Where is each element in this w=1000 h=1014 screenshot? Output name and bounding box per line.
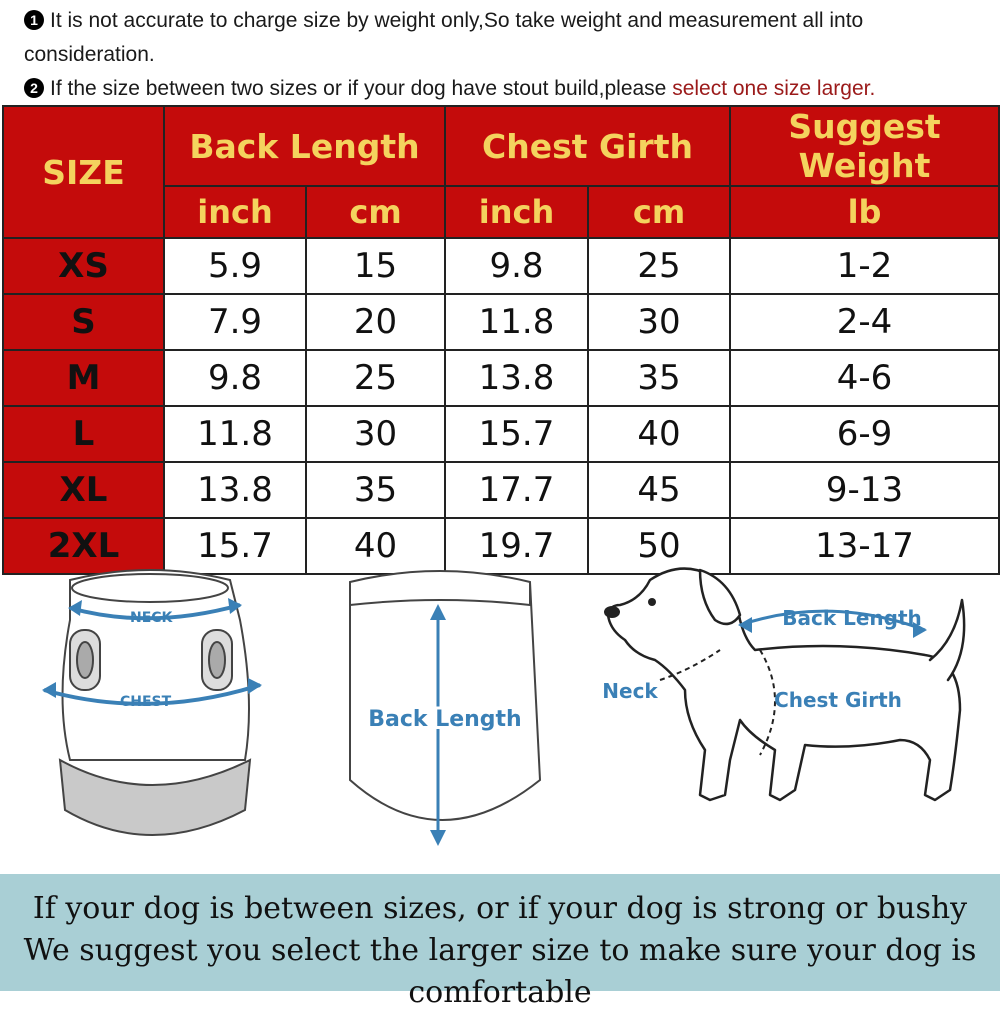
chest-girth-cm-cell: 40 bbox=[586, 405, 732, 463]
chest-girth-inch-cell: 9.8 bbox=[444, 237, 589, 295]
table-row: L 11.8 30 15.7 40 6-9 bbox=[2, 405, 1000, 463]
size-cell: XL bbox=[2, 461, 165, 519]
chest-girth-inch-cell: 11.8 bbox=[444, 293, 589, 351]
back-length-dog-arrowhead-left bbox=[738, 617, 752, 633]
note-2-text: If the size between two sizes or if your… bbox=[50, 77, 673, 100]
dog-illustration bbox=[606, 567, 966, 802]
back-length-header: Back Length bbox=[163, 105, 446, 187]
size-cell: 2XL bbox=[2, 517, 165, 575]
chest-girth-inch-cell: 19.7 bbox=[444, 517, 589, 575]
weight-cell: 13-17 bbox=[729, 517, 1000, 575]
chest-girth-inch-cell: 15.7 bbox=[444, 405, 589, 463]
dog-neck-label: Neck bbox=[602, 679, 658, 703]
table-units-row: inch cm inch cm lb bbox=[3, 185, 1000, 239]
footer-line-2: We suggest you select the larger size to… bbox=[23, 933, 977, 1010]
chest-arrow bbox=[43, 683, 261, 706]
back-length-dog-arrow bbox=[739, 609, 926, 632]
tank-collar bbox=[349, 582, 531, 607]
back-length-inch-cell: 9.8 bbox=[163, 349, 307, 407]
note-2-highlight: select one size larger. bbox=[672, 77, 876, 100]
neck-arrowhead-right bbox=[228, 598, 242, 614]
chest-girth-header: Chest Girth bbox=[443, 105, 732, 187]
neck-arrow bbox=[69, 603, 241, 621]
number-1-badge: 1 bbox=[24, 10, 44, 30]
suggest-weight-header: Suggest Weight bbox=[729, 105, 1000, 187]
back-length-inch-cell: 11.8 bbox=[163, 405, 307, 463]
chest-girth-cm-cell: 45 bbox=[586, 461, 732, 519]
chest-arrowhead-left bbox=[42, 682, 56, 698]
table-row: XS 5.9 15 9.8 25 1-2 bbox=[2, 237, 1000, 295]
back-length-cm-cell: 30 bbox=[305, 405, 446, 463]
back-length-cm-cell: 40 bbox=[305, 517, 446, 575]
size-cell: M bbox=[2, 349, 165, 407]
chest-girth-inch-cell: 17.7 bbox=[444, 461, 589, 519]
size-chart-table: SIZE Back Length Chest Girth Suggest Wei… bbox=[2, 105, 1000, 575]
table-row: S 7.9 20 11.8 30 2-4 bbox=[2, 293, 1000, 351]
note-1-text: It is not accurate to charge size by wei… bbox=[50, 9, 864, 32]
back-length-cm-unit: cm bbox=[305, 185, 446, 239]
chest-girth-cm-cell: 25 bbox=[586, 237, 732, 295]
table-row: M 9.8 25 13.8 35 4-6 bbox=[2, 349, 1000, 407]
back-length-inch-unit: inch bbox=[163, 185, 307, 239]
weight-cell: 1-2 bbox=[729, 237, 1000, 295]
vest-back-length-diagram: Back Length bbox=[349, 570, 542, 846]
back-length-inch-cell: 15.7 bbox=[163, 517, 307, 575]
chest-girth-measure-line bbox=[759, 649, 776, 756]
footer-banner: If your dog is between sizes, or if your… bbox=[0, 874, 1000, 1010]
vest-neck-chest-diagram: NECK CHEST bbox=[42, 569, 262, 836]
number-2-badge: 2 bbox=[24, 78, 44, 98]
back-length-cm-cell: 35 bbox=[305, 461, 446, 519]
back-length-inch-cell: 7.9 bbox=[163, 293, 307, 351]
size-cell: S bbox=[2, 293, 165, 351]
note-1-continuation: consideration. bbox=[24, 43, 155, 66]
note-1: 1 It is not accurate to charge size by we… bbox=[24, 4, 984, 38]
table-row: 2XL 15.7 40 19.7 50 13-17 bbox=[2, 517, 1000, 575]
back-length-arrowhead-bottom bbox=[430, 830, 446, 846]
table-row: XL 13.8 35 17.7 45 9-13 bbox=[2, 461, 1000, 519]
note-2: 2 If the size between two sizes or if you… bbox=[24, 72, 984, 106]
neck-label: NECK bbox=[130, 610, 174, 626]
weight-cell: 2-4 bbox=[729, 293, 1000, 351]
chest-girth-cm-cell: 35 bbox=[586, 349, 732, 407]
table-header-row: SIZE Back Length Chest Girth Suggest Wei… bbox=[2, 105, 1000, 239]
size-notes: 1 It is not accurate to charge size by we… bbox=[24, 4, 984, 106]
back-length-inch-cell: 5.9 bbox=[163, 237, 307, 295]
size-cell: XS bbox=[2, 237, 165, 295]
weight-lb-unit: lb bbox=[729, 185, 1000, 239]
chest-girth-inch-cell: 13.8 bbox=[444, 349, 589, 407]
back-length-label: Back Length bbox=[368, 707, 521, 732]
back-length-arrowhead-top bbox=[430, 604, 446, 620]
chest-label: CHEST bbox=[120, 694, 172, 710]
dog-eye bbox=[648, 598, 656, 606]
back-length-cm-cell: 15 bbox=[305, 237, 446, 295]
back-length-cm-cell: 20 bbox=[305, 293, 446, 351]
chest-girth-cm-cell: 30 bbox=[586, 293, 732, 351]
chest-girth-cm-cell: 50 bbox=[586, 517, 732, 575]
weight-cell: 9-13 bbox=[729, 461, 1000, 519]
weight-cell: 4-6 bbox=[729, 349, 1000, 407]
dog-measurement-diagram: Back Length Neck Chest Girth bbox=[602, 567, 966, 802]
vest-bottom-panel bbox=[58, 758, 252, 836]
tank-outline bbox=[349, 570, 542, 821]
chest-arrowhead-right bbox=[248, 678, 262, 694]
dog-chest-girth-label: Chest Girth bbox=[774, 688, 902, 712]
size-cell: L bbox=[2, 405, 165, 463]
back-length-dog-arrowhead-right bbox=[913, 622, 927, 638]
right-leg-hole-inner bbox=[208, 641, 226, 679]
chest-girth-inch-unit: inch bbox=[444, 185, 589, 239]
back-length-cm-cell: 25 bbox=[305, 349, 446, 407]
back-length-inch-cell: 13.8 bbox=[163, 461, 307, 519]
dog-nose bbox=[604, 606, 620, 618]
left-leg-hole-inner bbox=[76, 641, 94, 679]
footer-line-1: If your dog is between sizes, or if your… bbox=[32, 891, 968, 926]
neck-arrowhead-left bbox=[68, 600, 82, 616]
dog-back-length-label: Back Length bbox=[782, 606, 922, 630]
size-header: SIZE bbox=[2, 105, 165, 239]
vest-collar bbox=[71, 573, 229, 603]
chest-girth-cm-unit: cm bbox=[586, 185, 732, 239]
weight-cell: 6-9 bbox=[729, 405, 1000, 463]
